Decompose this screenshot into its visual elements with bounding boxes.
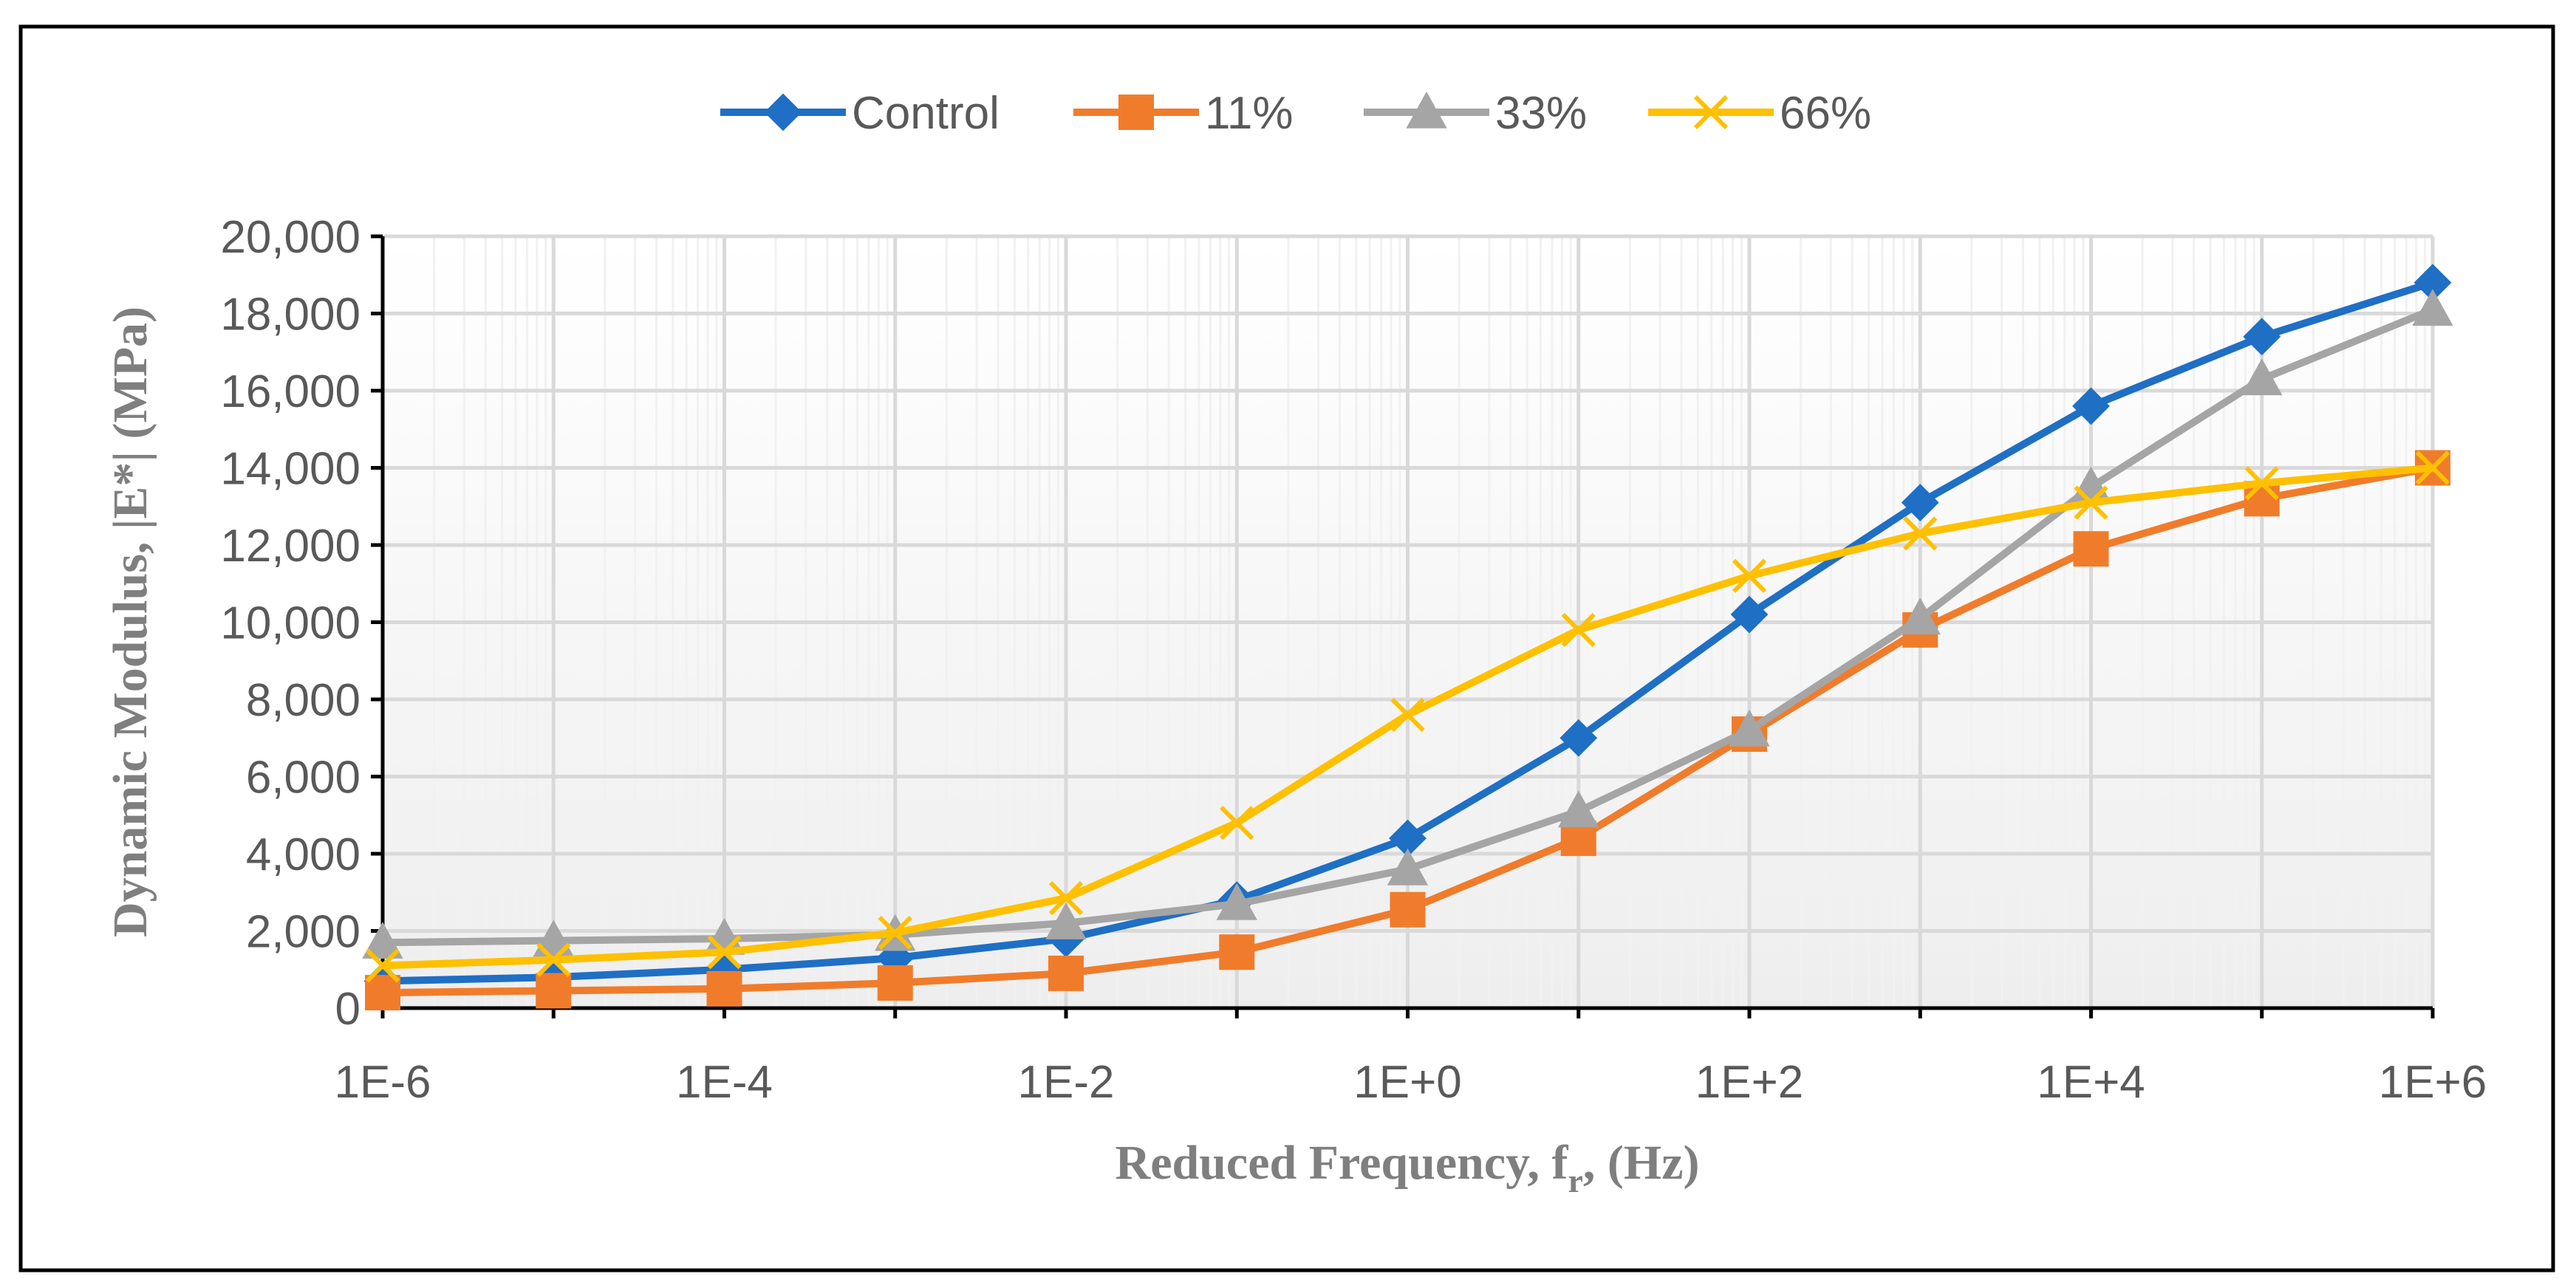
y-tick-label: 0 bbox=[335, 984, 361, 1035]
data-point-66-pct bbox=[536, 942, 571, 977]
data-point-control bbox=[1730, 595, 1769, 634]
y-tick-label: 8,000 bbox=[246, 675, 361, 726]
axes bbox=[371, 234, 2435, 1018]
data-point-66-pct bbox=[1903, 516, 1938, 551]
y-tick-label: 6,000 bbox=[246, 753, 361, 804]
data-point-control bbox=[2243, 318, 2281, 356]
legend-marker-33-pct bbox=[1406, 91, 1447, 129]
data-point-66-pct bbox=[1220, 806, 1254, 840]
legend-label-33-pct: 33% bbox=[1495, 88, 1587, 139]
data-point-11-pct bbox=[706, 970, 742, 1007]
legend: Control 11% 33% 66% bbox=[720, 88, 1871, 139]
y-axis-title: Dynamic Modulus, |E*| (MPa) bbox=[103, 306, 157, 937]
legend-item-66-pct: 66% bbox=[1648, 88, 1871, 139]
series-66-pct bbox=[365, 451, 2450, 983]
data-point-66-pct bbox=[2244, 466, 2279, 501]
data-point-66-pct bbox=[2074, 485, 2108, 520]
data-point-11-pct bbox=[2073, 531, 2109, 567]
x-tick-label: 1E-2 bbox=[1018, 1057, 1115, 1108]
y-tick-label: 12,000 bbox=[220, 521, 361, 572]
legend-item-11-pct: 11% bbox=[1073, 88, 1294, 139]
data-point-11-pct bbox=[536, 973, 572, 1009]
x-tick-label: 1E+2 bbox=[1695, 1057, 1804, 1108]
data-point-66-pct bbox=[1732, 558, 1767, 593]
data-point-66-pct bbox=[1390, 697, 1425, 733]
data-point-control bbox=[1901, 484, 1939, 521]
y-tick-label: 10,000 bbox=[220, 598, 361, 649]
x-tick-label: 1E+4 bbox=[2037, 1057, 2145, 1108]
x-tick-label: 1E+0 bbox=[1353, 1057, 1462, 1108]
data-point-33-pct bbox=[1729, 709, 1770, 747]
data-point-11-pct bbox=[1219, 934, 1255, 970]
legend-item-33-pct: 33% bbox=[1364, 88, 1587, 139]
data-point-33-pct bbox=[2241, 358, 2283, 396]
data-point-33-pct bbox=[362, 922, 403, 959]
data-point-33-pct bbox=[1899, 597, 1941, 635]
legend-marker-control bbox=[764, 93, 802, 131]
y-tick-label: 4,000 bbox=[246, 829, 361, 880]
data-point-33-pct bbox=[1558, 790, 1599, 828]
x-axis-title: Reduced Frequency, fr, (Hz) bbox=[1116, 1136, 1700, 1199]
data-point-33-pct bbox=[2412, 289, 2453, 326]
data-point-33-pct bbox=[1045, 902, 1087, 939]
data-point-11-pct bbox=[1048, 955, 1084, 991]
data-point-control bbox=[1559, 719, 1598, 757]
legend-label-66-pct: 66% bbox=[1780, 88, 1871, 139]
y-tick-label: 20,000 bbox=[220, 212, 361, 263]
legend-marker-66-pct bbox=[1693, 95, 1729, 130]
x-tick-label: 1E-6 bbox=[335, 1057, 431, 1108]
legend-label-11-pct: 11% bbox=[1205, 88, 1294, 139]
x-tick-labels: 1E-6 1E-4 1E-2 1E+0 1E+2 1E+4 1E+6 bbox=[335, 1057, 2487, 1108]
data-point-66-pct bbox=[365, 948, 400, 983]
y-tick-label: 2,000 bbox=[246, 907, 361, 958]
data-point-66-pct bbox=[1561, 612, 1596, 648]
data-point-66-pct bbox=[1048, 880, 1084, 916]
y-tick-label: 14,000 bbox=[220, 444, 361, 495]
y-tick-label: 16,000 bbox=[220, 366, 361, 417]
data-point-66-pct bbox=[707, 935, 742, 970]
legend-item-control: Control bbox=[720, 88, 1000, 139]
data-point-11-pct bbox=[1390, 891, 1426, 928]
data-point-33-pct bbox=[1387, 848, 1429, 886]
data-point-66-pct bbox=[878, 915, 912, 950]
data-point-66-pct bbox=[2415, 451, 2450, 485]
data-point-11-pct bbox=[365, 975, 400, 1011]
data-point-11-pct bbox=[877, 965, 913, 1001]
data-point-33-pct bbox=[1216, 883, 1257, 920]
series bbox=[362, 264, 2453, 1011]
legend-label-control: Control bbox=[852, 88, 1000, 139]
x-tick-label: 1E+6 bbox=[2379, 1057, 2487, 1108]
legend-marker-11-pct bbox=[1118, 95, 1154, 130]
y-tick-labels: 0 2,000 4,000 6,000 8,000 10,000 12,000 14,000 1… bbox=[220, 212, 361, 1035]
x-tick-label: 1E-4 bbox=[676, 1057, 773, 1108]
y-tick-label: 18,000 bbox=[220, 290, 361, 340]
data-point-control bbox=[2072, 387, 2110, 425]
